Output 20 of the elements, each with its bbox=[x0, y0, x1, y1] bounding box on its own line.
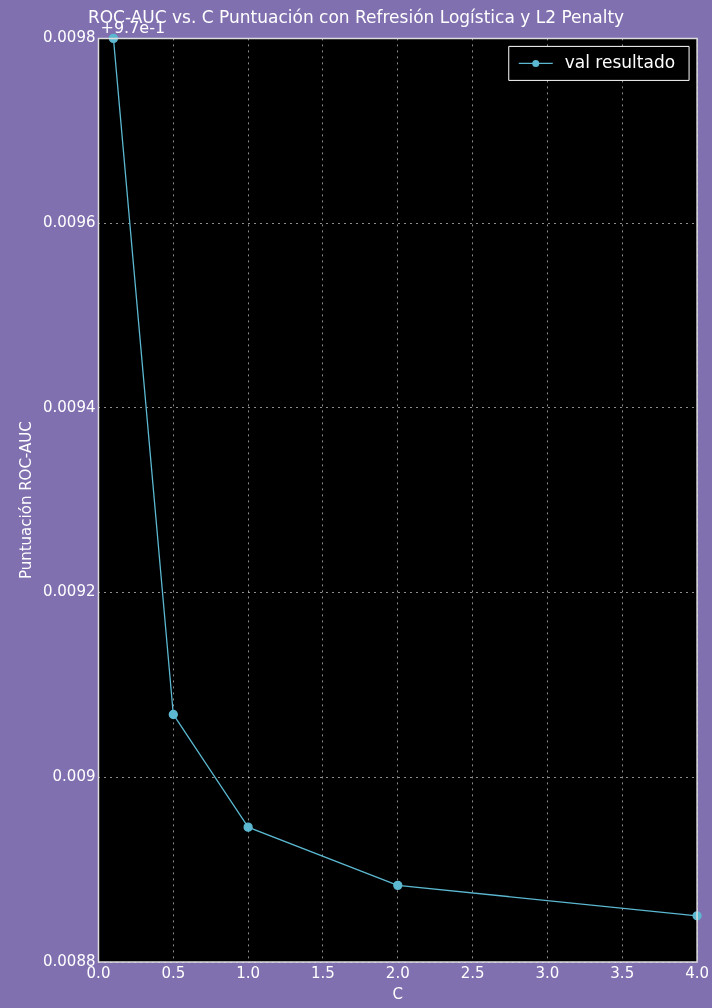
x-tick-label: 2.5 bbox=[460, 963, 485, 982]
y-tick-label: 0.009 bbox=[52, 767, 96, 786]
x-tick-label: 2.0 bbox=[385, 963, 410, 982]
y-axis-title: Puntuación ROC-AUC bbox=[16, 421, 35, 580]
y-tick-label: 0.0098 bbox=[42, 28, 96, 47]
x-tick-label: 1.5 bbox=[311, 963, 335, 982]
y-tick-label: 0.0092 bbox=[42, 582, 96, 601]
point bbox=[243, 822, 253, 832]
point bbox=[168, 709, 178, 720]
point bbox=[393, 880, 403, 890]
y-tick-label: 0.0094 bbox=[42, 397, 96, 416]
legend-label: val resultado bbox=[564, 51, 676, 72]
x-axis-title: C bbox=[392, 984, 404, 1003]
x-tick-label: 4.0 bbox=[685, 963, 709, 982]
x-tick-label: 3.5 bbox=[610, 963, 635, 982]
x-tick-label: 1.0 bbox=[236, 963, 261, 982]
y-tick-label: 0.0096 bbox=[42, 213, 96, 232]
point bbox=[108, 33, 119, 44]
x-tick-label: 0.5 bbox=[161, 963, 186, 982]
x-tick-label: 3.0 bbox=[535, 963, 560, 982]
